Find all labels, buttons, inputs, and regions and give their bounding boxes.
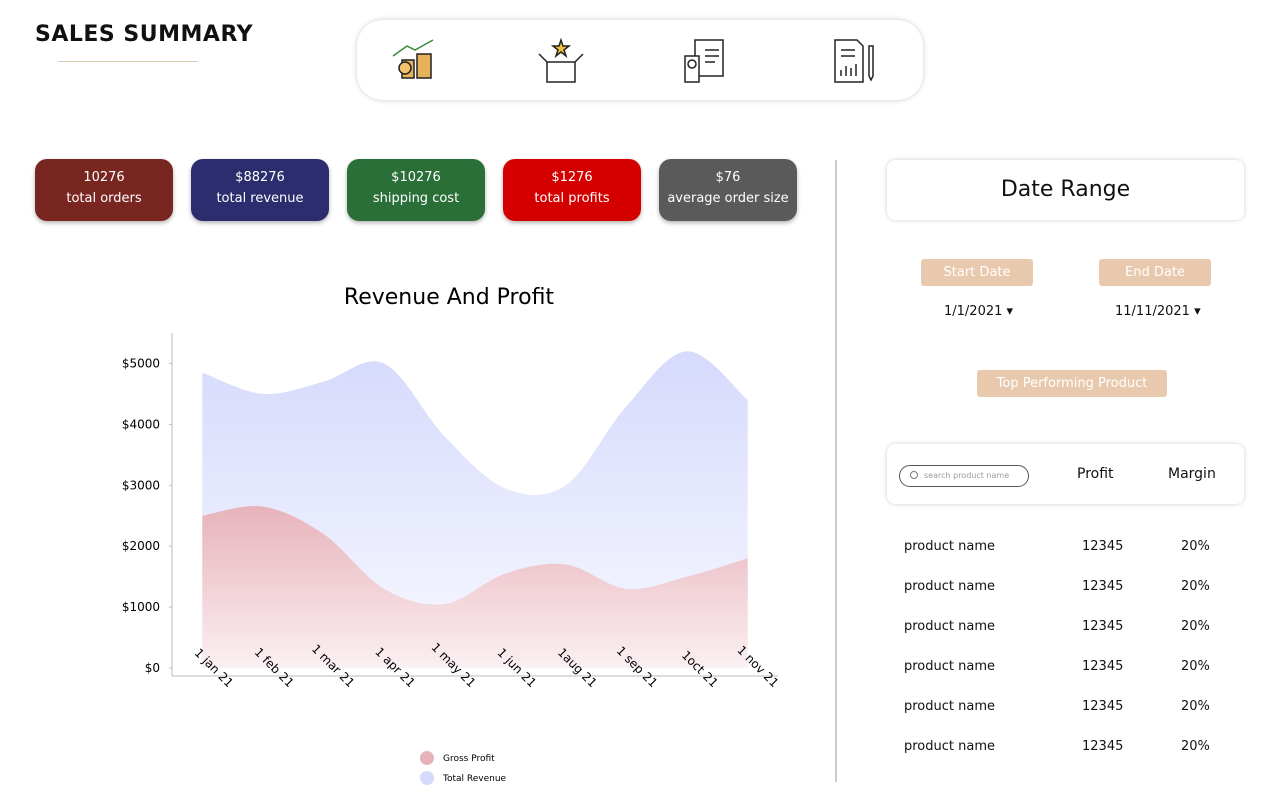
page-title: SALES SUMMARY [35,22,254,47]
icon-report[interactable] [834,39,874,83]
table-cell: 20% [1181,579,1210,594]
start-date-button[interactable]: Start Date [921,259,1033,286]
search-placeholder: search product name [924,471,1010,480]
kpi-value: $1276 [551,170,593,185]
table-cell: 20% [1181,699,1210,714]
table-cell: 20% [1181,539,1210,554]
table-cell: 12345 [1082,579,1124,594]
table-cell: 12345 [1082,659,1124,674]
table-cell: 12345 [1082,739,1124,754]
table-cell: product name [904,659,995,674]
kpi-label: shipping cost [372,191,460,206]
table-header: search product name Profit Margin [887,444,1244,504]
date-range-title: Date Range [887,160,1244,220]
title-underline [58,61,198,62]
kpi-card[interactable]: 10276 total orders [35,159,173,221]
kpi-label: average order size [667,191,789,206]
search-box[interactable]: search product name [899,465,1029,487]
kpi-value: $88276 [235,170,285,185]
start-date[interactable]: 1/1/2021 ▾ [944,304,1014,319]
kpi-value: $76 [715,170,741,185]
icon-products[interactable] [538,37,584,83]
y-tick-label: $1000 [122,600,160,614]
end-date-value: 11/11/2021 [1115,304,1190,319]
search-icon [910,471,918,479]
table-cell: 20% [1181,659,1210,674]
table-cell: 12345 [1082,539,1124,554]
end-date[interactable]: 11/11/2021 ▾ [1115,304,1201,319]
kpi-card[interactable]: $88276 total revenue [191,159,329,221]
y-tick-label: $2000 [122,539,160,553]
table-cell: product name [904,619,995,634]
icon-revenue[interactable] [392,39,434,79]
y-tick-label: $4000 [122,417,160,431]
table-cell: 20% [1181,739,1210,754]
area-1 [202,506,748,668]
y-tick-label: $0 [145,661,160,675]
legend-label: Total Revenue [442,774,507,784]
kpi-card[interactable]: $1276 total profits [503,159,641,221]
column-header: Profit [1077,466,1114,482]
top-product-button[interactable]: Top Performing Product [977,370,1167,397]
kpi-card[interactable]: $10276 shipping cost [347,159,485,221]
legend-swatch [420,771,434,785]
legend-swatch [420,751,434,765]
icon-billing[interactable] [684,39,724,83]
kpi-value: $10276 [391,170,441,185]
separator [835,160,837,782]
kpi-value: 10276 [83,170,125,185]
chart: Revenue And Profit $0 $1000 $2000 $3000 $400… [122,285,781,785]
table-cell: 20% [1181,619,1210,634]
kpi-label: total orders [66,191,142,206]
table-cell: product name [904,579,995,594]
start-date-value: 1/1/2021 [944,304,1003,319]
legend-label: Gross Profit [443,754,495,764]
table-cell: product name [904,699,995,714]
table-cell: product name [904,539,995,554]
chart-title: Revenue And Profit [344,285,555,310]
column-header: Margin [1168,466,1216,482]
nav-icons [392,37,874,83]
table-cell: 12345 [1082,619,1124,634]
table-cell: 12345 [1082,699,1124,714]
y-tick-label: $5000 [122,356,160,370]
kpi-card[interactable]: $76 average order size [659,159,797,221]
nav-bar [357,20,923,100]
end-date-button[interactable]: End Date [1099,259,1211,286]
y-tick-label: $3000 [122,478,160,492]
kpi-label: total revenue [216,191,304,206]
table-cell: product name [904,739,995,754]
kpi-label: total profits [534,191,610,206]
